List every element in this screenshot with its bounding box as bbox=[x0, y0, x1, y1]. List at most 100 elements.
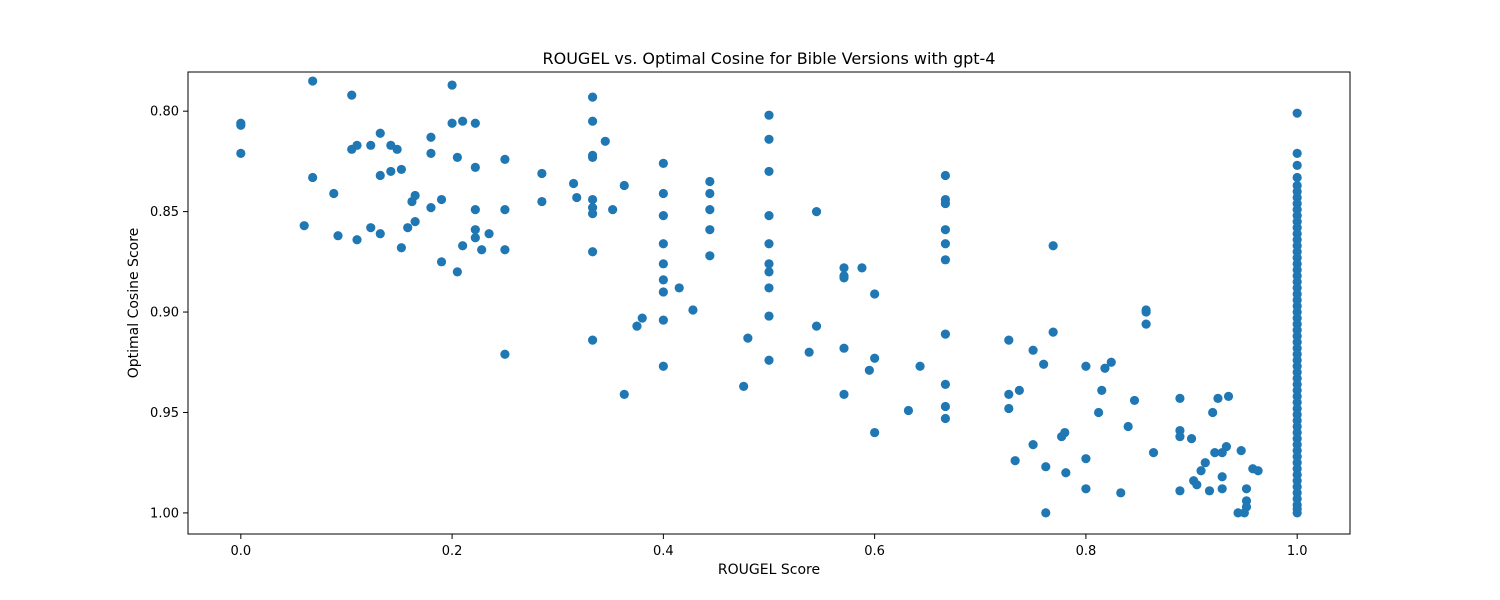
data-point bbox=[1028, 440, 1038, 450]
plot-area bbox=[188, 72, 1350, 534]
data-point bbox=[940, 170, 951, 181]
data-point bbox=[477, 245, 487, 255]
data-point bbox=[1292, 108, 1302, 118]
data-point bbox=[1210, 448, 1220, 458]
data-point bbox=[658, 211, 668, 221]
data-point bbox=[426, 132, 436, 142]
x-tick-label: 0.2 bbox=[442, 544, 463, 559]
data-point bbox=[1192, 480, 1202, 490]
data-point bbox=[1204, 486, 1215, 496]
data-point bbox=[1004, 335, 1014, 345]
data-point bbox=[637, 313, 647, 323]
data-point bbox=[1292, 172, 1302, 183]
data-point bbox=[236, 120, 246, 130]
data-point bbox=[1060, 427, 1070, 438]
data-point bbox=[375, 229, 385, 239]
data-point bbox=[1004, 389, 1014, 399]
data-point bbox=[587, 209, 598, 219]
data-point bbox=[764, 239, 774, 249]
data-point bbox=[839, 263, 849, 273]
data-point bbox=[470, 162, 480, 173]
data-point bbox=[1241, 484, 1252, 494]
x-tick-label: 0.0 bbox=[230, 544, 251, 559]
data-point bbox=[1186, 433, 1197, 444]
data-point bbox=[1213, 393, 1223, 404]
data-point bbox=[870, 427, 880, 438]
points-layer bbox=[236, 76, 1302, 518]
data-point bbox=[1148, 448, 1159, 458]
data-point bbox=[470, 205, 480, 215]
data-point bbox=[705, 176, 715, 187]
y-axis-label: Optimal Cosine Score bbox=[126, 228, 142, 379]
chart-title: ROUGEL vs. Optimal Cosine for Bible Vers… bbox=[543, 49, 996, 68]
data-point bbox=[587, 92, 598, 102]
x-tick-label: 0.4 bbox=[653, 544, 674, 559]
data-point bbox=[839, 343, 849, 353]
y-tick-label: 0.90 bbox=[150, 306, 179, 321]
y-tick-label: 0.95 bbox=[150, 406, 179, 421]
x-axis-label: ROUGEL Score bbox=[718, 562, 820, 578]
data-point bbox=[1233, 508, 1243, 518]
data-point bbox=[500, 349, 510, 359]
data-point bbox=[674, 283, 684, 293]
data-point bbox=[705, 188, 715, 199]
data-point bbox=[1141, 319, 1151, 329]
data-point bbox=[236, 148, 246, 158]
data-point bbox=[1048, 327, 1058, 337]
data-point bbox=[1292, 508, 1302, 518]
data-point bbox=[426, 202, 436, 213]
data-point bbox=[1217, 484, 1227, 494]
data-point bbox=[1175, 486, 1185, 496]
data-point bbox=[1175, 393, 1185, 404]
data-point bbox=[1123, 421, 1133, 432]
data-point bbox=[333, 231, 343, 241]
data-point bbox=[572, 192, 582, 203]
data-point bbox=[764, 259, 774, 269]
data-point bbox=[1048, 241, 1058, 251]
data-point bbox=[1106, 357, 1116, 367]
data-point bbox=[500, 154, 510, 164]
data-point bbox=[1014, 385, 1024, 395]
data-point bbox=[870, 353, 880, 363]
data-point bbox=[811, 207, 822, 217]
data-point bbox=[436, 257, 447, 267]
data-point bbox=[705, 205, 715, 215]
data-point bbox=[619, 389, 629, 399]
data-point bbox=[470, 118, 480, 128]
data-point bbox=[1061, 468, 1071, 478]
data-point bbox=[940, 401, 951, 412]
data-point bbox=[764, 211, 774, 221]
data-point bbox=[447, 118, 457, 128]
data-point bbox=[739, 381, 749, 391]
data-point bbox=[1208, 407, 1218, 418]
data-point bbox=[764, 134, 774, 144]
data-point bbox=[587, 194, 598, 205]
y-tick-label: 1.00 bbox=[150, 506, 179, 521]
data-point bbox=[940, 255, 951, 265]
data-point bbox=[352, 235, 362, 245]
data-point bbox=[870, 289, 880, 299]
x-tick-label: 0.6 bbox=[864, 544, 885, 559]
data-point bbox=[1093, 407, 1104, 418]
plot-frame bbox=[187, 71, 1351, 535]
data-point bbox=[452, 267, 462, 277]
data-point bbox=[537, 196, 547, 207]
data-point bbox=[764, 267, 774, 277]
data-point bbox=[1041, 508, 1051, 518]
data-point bbox=[396, 243, 406, 253]
data-point bbox=[1292, 160, 1302, 170]
data-point bbox=[658, 188, 668, 199]
data-point bbox=[632, 321, 642, 331]
data-point bbox=[1129, 395, 1140, 406]
data-point bbox=[375, 128, 385, 138]
data-point bbox=[1081, 484, 1091, 494]
data-point bbox=[410, 217, 420, 227]
data-point bbox=[940, 239, 951, 249]
data-point bbox=[743, 333, 753, 343]
data-point bbox=[1196, 466, 1206, 476]
data-point bbox=[1223, 391, 1234, 401]
data-point bbox=[447, 80, 457, 90]
data-point bbox=[658, 158, 668, 168]
data-point bbox=[1081, 361, 1091, 371]
data-point bbox=[839, 273, 849, 283]
